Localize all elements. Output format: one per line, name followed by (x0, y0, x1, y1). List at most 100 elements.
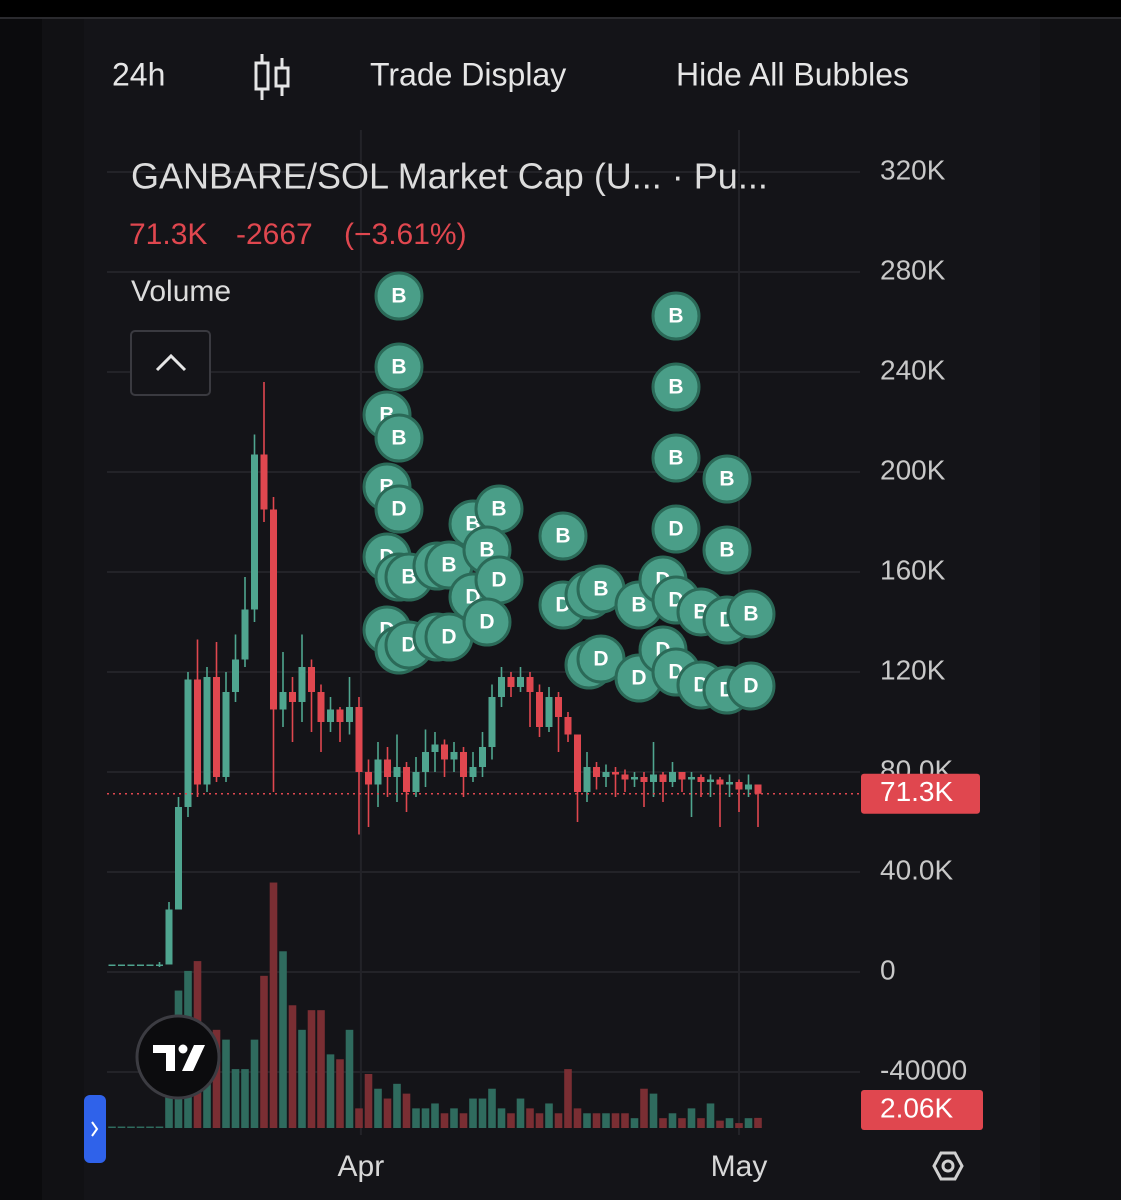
bubble-label: B (555, 525, 570, 548)
volume-bar (393, 1083, 401, 1128)
volume-bar (488, 1088, 496, 1128)
trade-bubble[interactable]: B (374, 271, 424, 321)
trade-bubble[interactable]: B (726, 589, 776, 639)
y-tick-label: 120K (880, 654, 946, 685)
volume-bar (469, 1098, 477, 1128)
bubble-circle (538, 511, 588, 561)
bubble-circle (374, 413, 424, 463)
candle-body (213, 677, 220, 777)
side-tab[interactable] (84, 1095, 106, 1163)
trade-bubble[interactable]: B (651, 291, 701, 341)
bubble-label: D (441, 626, 456, 649)
bubble-label: B (391, 427, 406, 450)
volume-bar (222, 1039, 230, 1128)
bubble-label: D (668, 518, 683, 541)
hexagon (932, 1151, 964, 1181)
volume-bar (269, 882, 278, 1128)
volume-bar (516, 1098, 525, 1128)
trade-bubble[interactable]: D (726, 661, 776, 711)
candle-body (498, 677, 505, 697)
candle-body (564, 717, 572, 735)
candle-body (735, 782, 743, 790)
side-tab-bg (84, 1095, 106, 1163)
volume-bar (687, 1108, 696, 1128)
candle-body (327, 709, 334, 722)
volume-bar (307, 1010, 316, 1128)
trade-bubble[interactable]: B (702, 454, 752, 504)
candle-body (640, 777, 648, 782)
candle-body (146, 964, 154, 966)
trade-bubble[interactable]: D (462, 597, 512, 647)
hide-bubbles-button[interactable]: Hide All Bubbles (676, 56, 909, 92)
collapse-box (130, 330, 211, 396)
chart-title: GANBARE/SOL Market Cap (U... · Pu... (131, 156, 768, 197)
trade-bubble[interactable]: B (576, 564, 626, 614)
trade-bubble[interactable]: D (474, 555, 524, 605)
trade-bubble[interactable]: B (374, 342, 424, 392)
volume-bar (583, 1113, 591, 1128)
settings-button[interactable] (932, 1151, 964, 1181)
trade-bubble[interactable]: B (651, 433, 701, 483)
volume-bar (127, 1126, 135, 1128)
candle-body (726, 782, 733, 785)
last-volume-label: 2.06K (880, 1092, 953, 1123)
volume-bar (630, 1118, 639, 1128)
candle-body (507, 677, 515, 687)
candle-body (754, 784, 762, 794)
volume-bar (383, 1098, 392, 1128)
candle-body (194, 679, 201, 785)
trade-bubble[interactable]: B (702, 525, 752, 575)
collapse-button[interactable] (130, 330, 211, 396)
candle-body (374, 759, 382, 785)
volume-bar (440, 1113, 449, 1128)
y-tick-label: 40.0K (880, 854, 953, 885)
volume-bar (374, 1088, 382, 1128)
bubble-label: D (593, 648, 608, 671)
trade-bubble[interactable]: D (424, 612, 474, 662)
volume-bar (431, 1103, 439, 1128)
trade-bubble[interactable]: D (374, 484, 424, 534)
volume-bar (611, 1113, 620, 1128)
trade-display-button[interactable]: Trade Display (370, 56, 566, 92)
price: 71.3K (129, 218, 207, 251)
volume-bar (735, 1123, 743, 1128)
y-tick-label: 280K (880, 254, 946, 285)
top-bar (0, 0, 1121, 18)
candle-body (184, 679, 192, 807)
candle-body (697, 777, 705, 782)
candle-body (403, 767, 410, 792)
trade-bubble[interactable]: B (538, 511, 588, 561)
candle-body (707, 779, 714, 782)
volume-bar (412, 1108, 420, 1128)
volume-bar (640, 1088, 648, 1128)
candle-body (270, 509, 277, 710)
volume-bar (231, 1069, 240, 1128)
trade-bubble[interactable]: B (474, 484, 524, 534)
candle-body (669, 772, 676, 782)
volume-label: Volume (131, 275, 231, 308)
volume-bar (668, 1113, 677, 1128)
bubble-circle (651, 433, 701, 483)
volume-bar (744, 1118, 753, 1128)
trade-bubble[interactable]: B (651, 362, 701, 412)
candle-body (631, 777, 638, 780)
bubble-circle (462, 597, 512, 647)
candle-body (536, 692, 543, 727)
candle-body (574, 734, 581, 792)
volume-bar (136, 1126, 145, 1128)
candle-body (716, 779, 724, 785)
trade-bubble[interactable]: D (651, 504, 701, 554)
candle-body (365, 772, 372, 785)
timeframe-button[interactable]: 24h (112, 56, 165, 92)
volume-bar (250, 1039, 259, 1128)
candle-body (203, 677, 211, 785)
candle-body (127, 964, 135, 966)
candle-type-button[interactable] (254, 54, 290, 100)
volume-bar (545, 1103, 553, 1128)
volume-bar (564, 1069, 572, 1128)
volume-bar (146, 1126, 154, 1128)
trade-bubble[interactable]: B (374, 413, 424, 463)
candle-body (336, 709, 344, 722)
tradingview-logo[interactable] (135, 1014, 221, 1100)
